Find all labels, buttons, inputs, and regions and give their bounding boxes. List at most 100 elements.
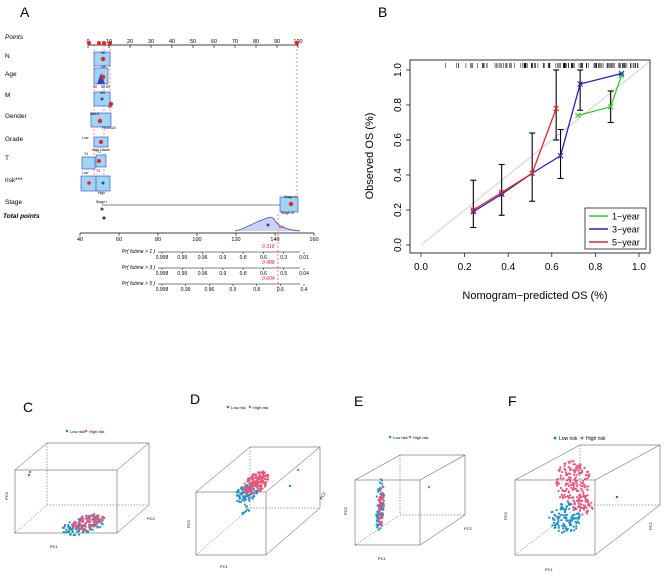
- pca-point: [564, 527, 567, 530]
- pc3-label: PC3: [186, 519, 191, 528]
- legend-high-label: High risk: [413, 435, 429, 440]
- pca-point: [380, 520, 383, 523]
- nomogram-row-label: N: [5, 53, 10, 60]
- pca-point: [579, 496, 582, 499]
- probability-tick-label: 0.5: [280, 271, 287, 277]
- panel-label-d: D: [190, 391, 200, 407]
- pca-point: [75, 526, 78, 529]
- pca-point: [257, 482, 260, 485]
- probability-tick-label: 0.99: [181, 287, 191, 293]
- total-tick-label: 80: [155, 237, 161, 243]
- pca-point: [553, 518, 556, 522]
- series-point-1: [607, 103, 614, 110]
- grade-level: High Grade: [92, 148, 110, 152]
- pca-box-e: [354, 454, 466, 546]
- pca-point: [241, 512, 245, 515]
- x-tick-label: 0.6: [545, 262, 559, 273]
- pca-point: [84, 525, 87, 528]
- pca-point: [71, 530, 74, 533]
- pca-point: [586, 494, 589, 497]
- gender-point: [97, 118, 103, 124]
- n-level: NX: [101, 65, 107, 69]
- series-point-1: [575, 112, 581, 119]
- pca-point: [381, 517, 384, 520]
- pca-point: [559, 486, 562, 490]
- pca-point: [569, 476, 572, 479]
- pca-point: [263, 485, 266, 488]
- pca-point: [89, 525, 93, 528]
- y-tick-label: 0.8: [393, 98, 404, 112]
- gender-level: FEMALE: [102, 126, 117, 130]
- pca-point: [558, 496, 562, 499]
- pca-point: [581, 481, 585, 485]
- pca-point: [246, 508, 249, 511]
- pca-point: [578, 471, 581, 474]
- legend-label: 1−year: [612, 212, 640, 222]
- pca-point: [240, 486, 243, 489]
- pca-point: [236, 494, 239, 497]
- pca-point: [586, 512, 589, 515]
- pca-point: [245, 505, 249, 508]
- pca-point: [562, 508, 565, 511]
- series-point-2: [557, 152, 564, 159]
- pca-point: [586, 477, 589, 480]
- pca-point: [375, 495, 378, 498]
- legend-low-label: Low risk: [231, 405, 246, 410]
- pca-point: [72, 522, 75, 525]
- pca-point: [255, 479, 258, 483]
- legend-high-label: High risk: [253, 405, 269, 410]
- pca-point: [572, 499, 575, 502]
- pca-point: [380, 522, 383, 525]
- pca-point: [572, 487, 575, 490]
- legend-low-label: Low risk: [559, 436, 578, 442]
- pca-point: [586, 488, 589, 492]
- pca-box-d: [195, 446, 321, 556]
- pca-point: [375, 523, 378, 526]
- pca-point: [240, 488, 243, 491]
- probability-tick-label: 0.9: [219, 255, 226, 261]
- pca-point: [380, 515, 384, 518]
- pca-point: [241, 498, 244, 501]
- pca-point: [578, 522, 581, 525]
- points-tick-label: 90: [274, 39, 280, 45]
- pca-point: [378, 521, 381, 524]
- pca-point: [586, 470, 589, 473]
- pca-point: [570, 483, 573, 487]
- pca-point: [579, 503, 583, 506]
- pca-point: [557, 512, 561, 515]
- pca-point: [86, 517, 89, 520]
- pca-point: [92, 514, 96, 517]
- pca-point: [246, 495, 249, 498]
- pca-point: [580, 481, 583, 484]
- pca-point: [563, 493, 566, 497]
- series-point-2: [577, 81, 584, 87]
- pca-point: [578, 465, 582, 468]
- pca-point: [238, 500, 241, 503]
- series-point-3: [553, 105, 560, 112]
- pca-points-f: [548, 460, 619, 534]
- legend-low-marker: [553, 436, 557, 440]
- panel-label-f: F: [508, 393, 517, 409]
- pca-point: [248, 499, 251, 502]
- legend-high-marker: [248, 405, 252, 409]
- pca-point: [561, 524, 564, 527]
- pca-point: [381, 505, 384, 508]
- pc3-label: PC3: [343, 506, 348, 515]
- pca-point: [567, 501, 570, 504]
- probability-tick-label: 0.6: [260, 271, 267, 277]
- nomogram-row-label: Gender: [5, 113, 28, 120]
- pca-point: [560, 493, 563, 497]
- pca-point: [551, 524, 554, 527]
- x-axis-ticks: 0.0 0.2 0.4 0.6 0.8 1.0: [414, 253, 646, 273]
- pca-point: [572, 485, 575, 489]
- nomogram-row-label: T: [5, 155, 9, 162]
- pca-point: [375, 514, 378, 518]
- pca-point: [63, 525, 66, 528]
- y-axis-ticks: 0.0 0.2 0.4 0.6 0.8 1.0: [393, 63, 410, 252]
- pca-point: [550, 511, 553, 514]
- pca-point: [379, 527, 382, 530]
- points-tick-label: 70: [232, 39, 238, 45]
- pca-point: [557, 489, 560, 493]
- x-tick-label: 0.0: [414, 262, 428, 273]
- probability-tick-label: 0.998: [156, 287, 169, 293]
